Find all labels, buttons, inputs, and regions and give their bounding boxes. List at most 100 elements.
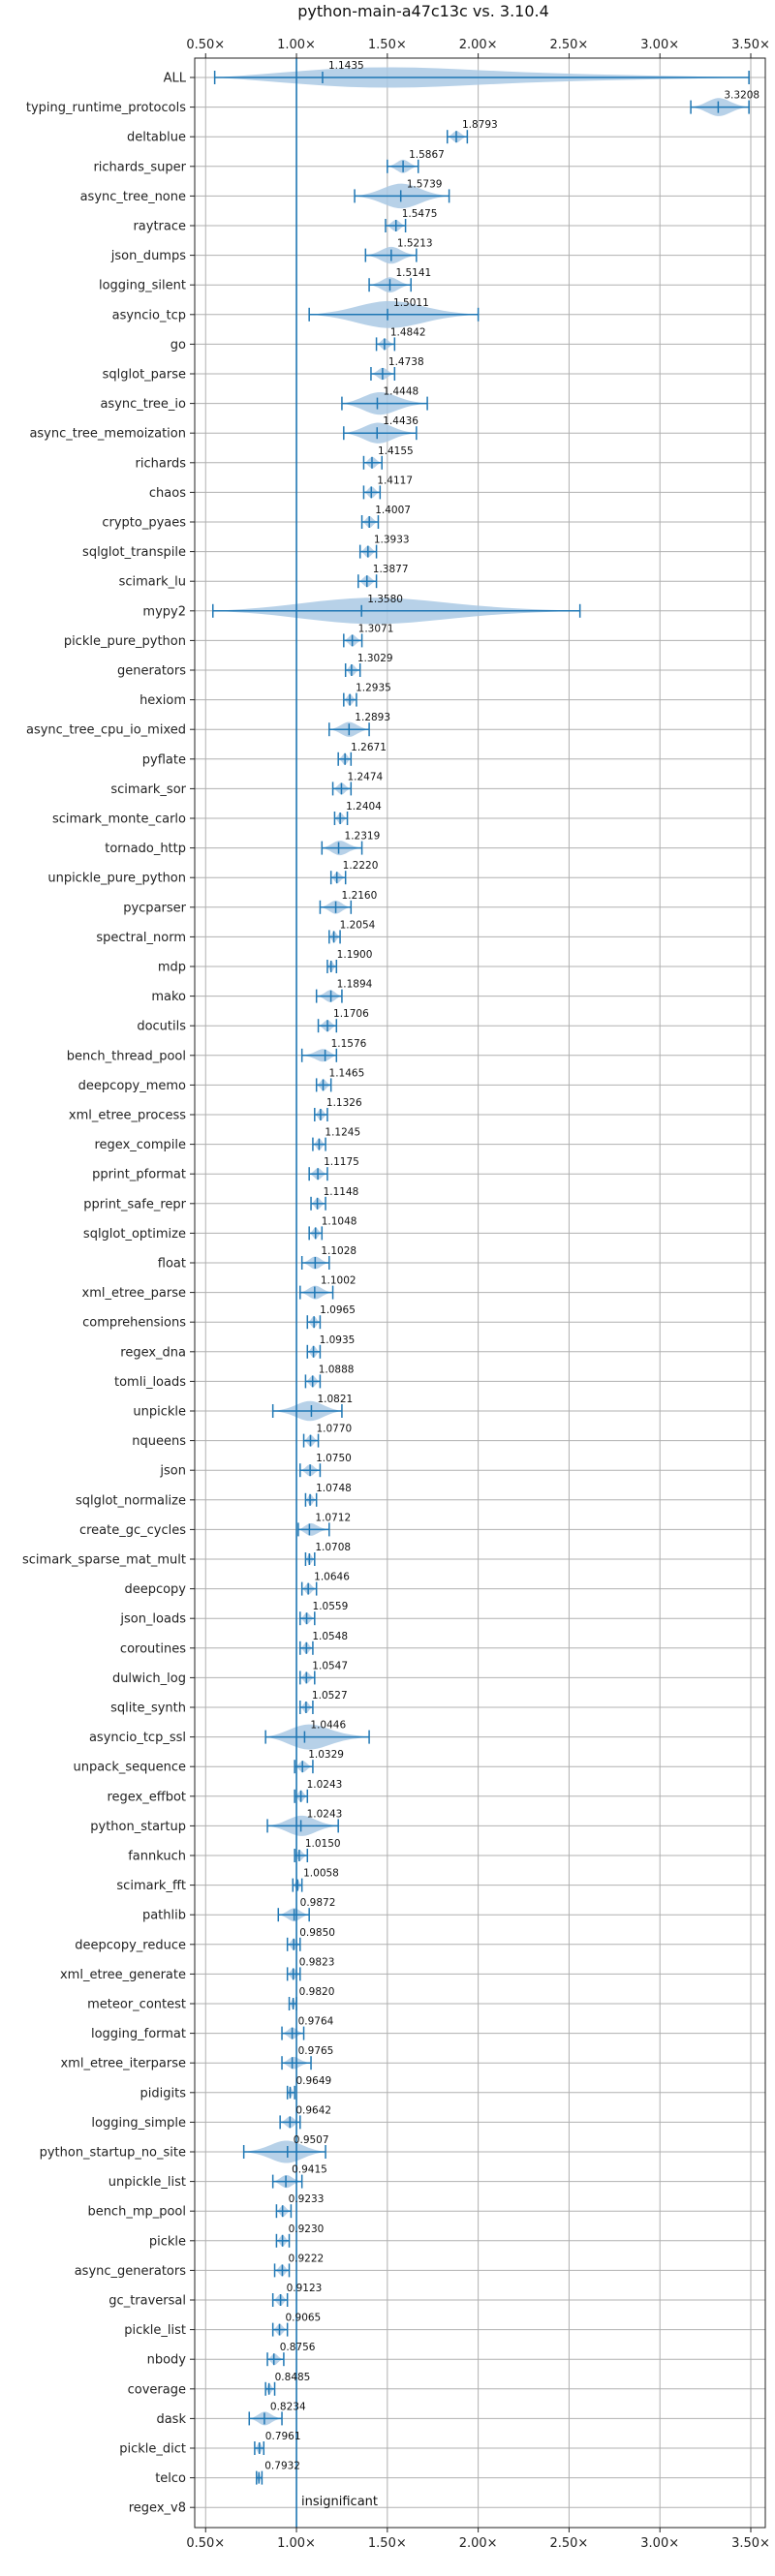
value-label-layer: 1.1435 3.3208 1.8793 1.5867 1.5739 1.5475 1.52… (264, 60, 760, 2472)
value-label: 0.9233 (289, 2193, 325, 2205)
insignificant-annotation: insignificant (301, 2495, 378, 2509)
value-label: 1.1435 (328, 60, 364, 72)
category-label: hexiom (140, 693, 186, 708)
category-label: nqueens (132, 1434, 186, 1449)
category-label: json (159, 1464, 186, 1479)
value-label: 0.9123 (287, 2283, 323, 2294)
category-label: pprint_pformat (92, 1168, 186, 1182)
value-label: 1.1245 (325, 1127, 360, 1139)
category-label: json_dumps (110, 249, 186, 263)
category-label: sqlglot_optimize (83, 1227, 186, 1242)
category-label: go (170, 338, 186, 353)
x-tick-label-top: 1.50× (368, 38, 407, 52)
category-label: pickle_dict (119, 2442, 186, 2457)
x-tick-label-bottom: 3.00× (640, 2536, 679, 2551)
category-label: fannkuch (128, 1850, 186, 1864)
value-label: 1.5213 (397, 238, 433, 250)
grid-layer (195, 58, 765, 2528)
value-label: 1.0748 (316, 1483, 352, 1494)
value-label: 1.0712 (315, 1512, 351, 1523)
value-label: 1.0559 (313, 1601, 349, 1612)
value-label: 1.3071 (358, 623, 394, 634)
value-label: 1.5867 (409, 149, 445, 161)
value-label: 1.1175 (324, 1156, 359, 1168)
category-label: async_generators (75, 2264, 187, 2279)
value-label: 1.5739 (407, 178, 443, 190)
category-label: sqlglot_transpile (82, 545, 186, 560)
category-label: generators (117, 664, 186, 679)
value-label: 1.4155 (378, 445, 414, 457)
category-label: bench_mp_pool (87, 2205, 186, 2220)
category-label: spectral_norm (96, 931, 186, 945)
value-label: 1.4117 (377, 475, 413, 486)
category-label: tomli_loads (114, 1375, 186, 1390)
category-label: coroutines (120, 1641, 186, 1656)
value-label: 1.2054 (340, 919, 376, 931)
category-label: xml_etree_generate (60, 1968, 186, 1982)
category-label: async_tree_cpu_io_mixed (26, 723, 186, 738)
category-label: mypy2 (142, 604, 186, 619)
value-label: 1.1326 (326, 1097, 362, 1109)
value-label: 1.0243 (307, 1779, 343, 1791)
category-label: sqlite_synth (110, 1702, 186, 1716)
value-label: 1.0770 (316, 1424, 352, 1435)
category-label: mdp (158, 961, 186, 975)
category-label: xml_etree_process (69, 1109, 186, 1123)
category-label: richards (136, 456, 187, 471)
value-label: 1.1002 (321, 1275, 356, 1287)
value-label: 1.0058 (303, 1868, 339, 1880)
value-label: 1.5141 (395, 267, 431, 279)
category-label: scimark_sor (110, 782, 186, 797)
category-label: pickle_list (124, 2323, 186, 2338)
category-label: asyncio_tcp_ssl (89, 1731, 186, 1745)
category-label: coverage (128, 2382, 186, 2397)
value-label: 0.9850 (299, 1927, 335, 1939)
value-label: 0.9765 (298, 2045, 334, 2057)
value-label: 1.2671 (351, 742, 387, 753)
category-label: float (158, 1257, 186, 1272)
category-label: bench_thread_pool (67, 1049, 186, 1063)
category-label: async_tree_io (100, 397, 186, 412)
value-label: 1.0888 (319, 1364, 355, 1375)
value-label: 1.2220 (343, 860, 379, 872)
value-label: 1.2404 (346, 801, 382, 813)
value-label: 1.0935 (320, 1334, 356, 1346)
category-label: unpack_sequence (73, 1761, 186, 1775)
value-label: 1.8793 (462, 119, 498, 131)
value-label: 0.9872 (300, 1897, 336, 1909)
value-label: 1.2319 (345, 831, 381, 843)
category-label: unpickle_list (108, 2175, 186, 2190)
value-label: 1.3580 (367, 594, 403, 605)
category-label: sqlglot_normalize (76, 1493, 186, 1508)
category-label: json_loads (119, 1612, 186, 1627)
value-label: 0.9507 (294, 2134, 329, 2146)
value-label: 0.8234 (270, 2401, 306, 2412)
value-label: 1.1028 (321, 1245, 356, 1257)
x-tick-label-bottom: 1.50× (368, 2536, 407, 2551)
category-label: chaos (149, 486, 186, 501)
category-label: dask (156, 2412, 186, 2427)
category-label: telco (155, 2471, 186, 2486)
x-tick-label-bottom: 0.50× (186, 2536, 225, 2551)
category-label: unpickle_pure_python (47, 872, 186, 886)
value-label: 1.1048 (322, 1215, 357, 1227)
category-label: richards_super (93, 160, 186, 174)
value-label: 0.9230 (289, 2223, 325, 2235)
category-label: deepcopy_memo (78, 1079, 186, 1093)
value-label: 1.1576 (331, 1038, 367, 1050)
value-label: 0.9222 (288, 2253, 324, 2264)
category-label: comprehensions (82, 1316, 186, 1331)
category-label: pidigits (140, 2086, 187, 2101)
value-label: 0.9642 (295, 2104, 331, 2116)
value-label: 1.1894 (337, 979, 373, 991)
category-label: typing_runtime_protocols (26, 101, 186, 115)
category-label: scimark_sparse_mat_mult (22, 1553, 186, 1568)
value-label: 1.0750 (316, 1453, 352, 1464)
value-label: 1.0446 (310, 1720, 346, 1732)
value-label: 1.0329 (308, 1749, 344, 1761)
value-label: 1.0548 (312, 1631, 348, 1642)
value-label: 1.3933 (374, 535, 410, 546)
value-label: 1.4007 (375, 505, 411, 516)
category-label: python_startup_no_site (40, 2146, 186, 2161)
